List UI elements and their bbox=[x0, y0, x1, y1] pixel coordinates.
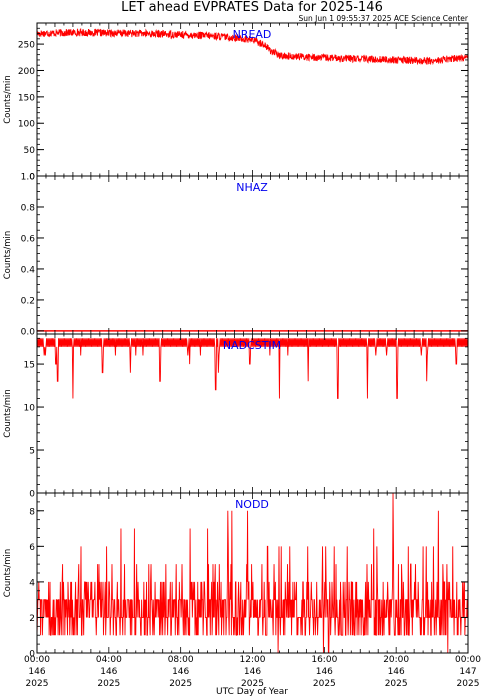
x-tick-label-year: 2025 bbox=[169, 679, 192, 689]
panel-frame bbox=[36, 492, 469, 654]
panel-nread: 0 50 100 150 200 250 NREAD Counts/min bbox=[3, 22, 469, 183]
x-tick-label-time: 04:00 bbox=[96, 655, 122, 665]
x-tick-label-group: 16:00 146 2025 bbox=[311, 655, 337, 689]
x-tick-label-doy: 146 bbox=[388, 667, 405, 677]
y-axis-label: Counts/min bbox=[3, 231, 13, 280]
series-line bbox=[37, 27, 468, 66]
y-axis-label: Counts/min bbox=[3, 75, 13, 124]
y-tick-label: 5 bbox=[29, 447, 35, 457]
x-tick-label-group: 08:00 146 2025 bbox=[168, 655, 194, 689]
x-tick-label-group: 00:00 146 2025 bbox=[24, 655, 50, 689]
x-tick-label-year: 2025 bbox=[241, 679, 264, 689]
panel-frame bbox=[36, 175, 469, 335]
panels: 050100150200250NREADCounts/min0.00.20.40… bbox=[3, 22, 469, 660]
x-tick-label-time: 16:00 bbox=[311, 655, 337, 665]
y-tick-label: 0.0 bbox=[21, 327, 36, 337]
x-tick-label-group: 12:00 146 2025 bbox=[240, 655, 266, 689]
y-tick-label: 0 bbox=[29, 650, 35, 660]
series-line bbox=[37, 493, 468, 653]
x-tick-label-year: 2025 bbox=[97, 679, 120, 689]
x-tick-label-doy: 146 bbox=[172, 667, 189, 677]
x-tick-label-time: 00:00 bbox=[455, 655, 481, 665]
figure-title: LET ahead EVPRATES Data for 2025-146 bbox=[121, 0, 383, 15]
panel-label: NHAZ bbox=[236, 181, 268, 194]
panel-label: NODD bbox=[235, 498, 269, 511]
y-axis-label: Counts/min bbox=[3, 549, 13, 598]
x-tick-label-year: 2025 bbox=[385, 679, 408, 689]
y-tick-label: 8 bbox=[29, 507, 35, 517]
x-axis: 00:00146202504:00146202508:00146202512:0… bbox=[24, 655, 481, 689]
y-tick-label: 250 bbox=[18, 41, 35, 51]
y-tick-label: 0 bbox=[29, 490, 35, 500]
panel-label: NADCSTIM bbox=[223, 339, 281, 352]
x-tick-label-group: 20:00 146 2025 bbox=[383, 655, 409, 689]
x-tick-label-group: 00:00 147 2025 bbox=[455, 655, 481, 689]
x-tick-label-time: 20:00 bbox=[383, 655, 409, 665]
y-tick-label: 10 bbox=[24, 404, 36, 414]
x-axis-label: UTC Day of Year bbox=[216, 687, 288, 697]
y-tick-label: 0.8 bbox=[21, 203, 36, 213]
panel-frame bbox=[36, 22, 469, 177]
y-tick-label: 200 bbox=[18, 67, 35, 77]
x-tick-label-doy: 146 bbox=[100, 667, 117, 677]
x-tick-label-doy: 146 bbox=[316, 667, 333, 677]
y-tick-label: 0.4 bbox=[21, 265, 36, 275]
y-tick-label: 100 bbox=[18, 120, 35, 130]
x-tick-label-year: 2025 bbox=[457, 679, 480, 689]
y-tick-label: 50 bbox=[24, 146, 36, 156]
y-tick-label: 2 bbox=[29, 614, 35, 624]
x-tick-label-doy: 146 bbox=[28, 667, 45, 677]
x-tick-label-time: 12:00 bbox=[240, 655, 266, 665]
x-tick-label-group: 04:00 146 2025 bbox=[96, 655, 122, 689]
x-tick-label-doy: 147 bbox=[459, 667, 476, 677]
y-tick-label: 1.0 bbox=[21, 173, 36, 183]
y-tick-label: 6 bbox=[29, 543, 35, 553]
y-tick-label: 0.2 bbox=[21, 296, 35, 306]
x-tick-label-year: 2025 bbox=[313, 679, 336, 689]
panel-nhaz: 0.0 0.2 0.4 0.6 0.8 1.0 NHAZ Counts/min bbox=[3, 173, 469, 337]
x-tick-label-year: 2025 bbox=[26, 679, 49, 689]
y-tick-label: 15 bbox=[24, 361, 35, 371]
x-tick-label-time: 08:00 bbox=[168, 655, 194, 665]
x-tick-label-doy: 146 bbox=[244, 667, 261, 677]
timestamp: Sun Jun 1 09:55:37 2025 ACE Science Cent… bbox=[298, 14, 468, 23]
panel-label: NREAD bbox=[233, 28, 272, 41]
panel-nodd: 0 2 4 6 8 NODD Counts/min bbox=[3, 492, 469, 660]
x-tick-label-time: 00:00 bbox=[24, 655, 50, 665]
panel-nadcstim: 0 5 10 15 NADCSTIM Counts/min bbox=[3, 333, 469, 500]
y-tick-label: 150 bbox=[18, 93, 35, 103]
y-tick-label: 4 bbox=[29, 578, 35, 588]
y-tick-label: 0 bbox=[29, 173, 35, 183]
y-tick-label: 0.6 bbox=[21, 234, 36, 244]
y-axis-label: Counts/min bbox=[3, 389, 13, 438]
